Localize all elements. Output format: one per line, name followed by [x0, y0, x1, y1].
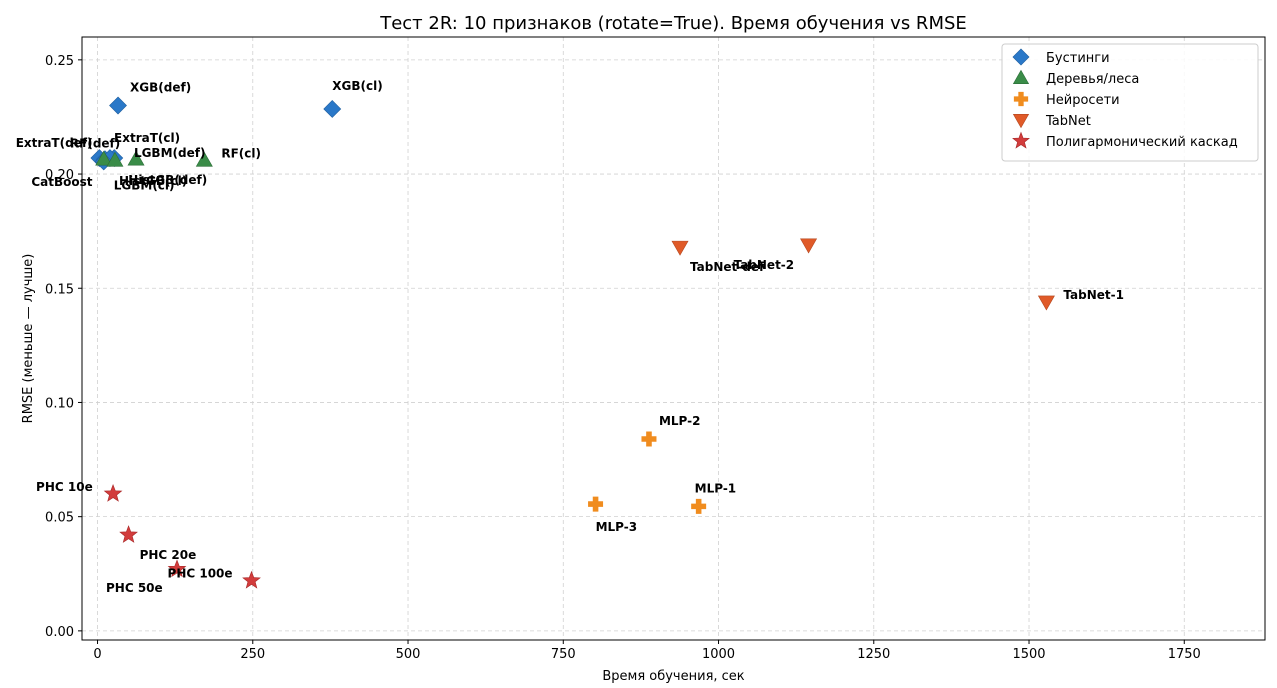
y-tick-label: 0.05 — [45, 511, 74, 526]
x-tick-label: 1500 — [1012, 647, 1045, 662]
point-label: RF(cl) — [221, 146, 261, 160]
data-points — [90, 96, 1055, 589]
y-tick-label: 0.10 — [45, 396, 74, 411]
point-label: MLP-3 — [596, 520, 638, 534]
legend-marker — [1012, 48, 1030, 66]
data-point — [103, 483, 123, 502]
y-tick-label: 0.20 — [45, 168, 74, 183]
x-tick-label: 750 — [551, 647, 576, 662]
point-label: LGBM(def) — [134, 146, 206, 160]
legend-marker — [1012, 69, 1030, 84]
data-point — [323, 100, 342, 118]
data-point — [242, 570, 261, 589]
point-labels: XGB(def) XGB(cl) CatBoost HistGB(def)HistGB… — [16, 79, 1124, 595]
axis-ticks: 0 250 500 750 1000 1250 1500 1750 0.00 0.05 0.10 0.… — [45, 54, 1201, 662]
x-axis-label: Время обучения, сек — [602, 669, 744, 684]
y-tick-label: 0.25 — [45, 54, 74, 69]
legend-marker — [1012, 131, 1030, 149]
x-tick-label: 1250 — [857, 647, 890, 662]
point-label: MLP-2 — [659, 414, 701, 428]
point-label: PHC 10e — [36, 480, 93, 494]
legend-entry: Деревья/леса — [1046, 72, 1139, 87]
legend-marker — [1013, 91, 1029, 107]
point-label: HistGB(def) — [128, 173, 207, 187]
point-label: LGBM(cl) — [114, 178, 175, 192]
x-tick-label: 0 — [93, 647, 101, 662]
data-point — [1037, 295, 1055, 311]
y-tick-label: 0.15 — [45, 282, 74, 297]
data-point — [127, 150, 145, 166]
point-label: XGB(cl) — [332, 79, 382, 93]
data-point — [95, 150, 113, 166]
y-axis-label: RMSE (меньше — лучше) — [21, 254, 36, 424]
data-point — [167, 559, 187, 578]
legend-entry: TabNet — [1045, 114, 1091, 129]
data-point — [119, 525, 138, 543]
point-label: TabNet-def — [690, 260, 765, 274]
y-tick-label: 0.00 — [45, 625, 74, 640]
x-tick-label: 250 — [240, 647, 265, 662]
data-point — [671, 240, 689, 256]
data-point — [641, 431, 657, 447]
point-label: PHC 100e — [168, 567, 233, 581]
point-label: ExtraT(cl) — [114, 131, 180, 145]
point-label: XGB(def) — [130, 81, 191, 95]
legend: Бустинги Деревья/леса Нейросети TabNet Полиг… — [1001, 43, 1259, 162]
point-label: TabNet-1 — [1063, 288, 1124, 302]
legend-box — [1001, 43, 1259, 162]
point-label: RF(def) — [70, 136, 120, 150]
legend-entry: Бустинги — [1046, 51, 1110, 66]
data-point — [106, 151, 124, 167]
point-label: ExtraT(def) — [16, 136, 93, 150]
data-point — [195, 151, 213, 167]
plot-frame — [81, 36, 1266, 641]
point-label: CatBoost — [31, 175, 92, 189]
data-point — [691, 498, 707, 514]
grid — [82, 37, 1265, 640]
legend-entry: Нейросети — [1046, 93, 1120, 108]
point-label: PHC 50e — [106, 581, 163, 595]
legend-marker — [1012, 114, 1030, 129]
data-point — [800, 238, 818, 254]
x-tick-label: 1750 — [1168, 647, 1201, 662]
point-label: MLP-1 — [695, 481, 737, 495]
data-point — [109, 96, 127, 115]
x-tick-label: 500 — [396, 647, 421, 662]
point-label: HistGB(cl) — [119, 174, 187, 188]
point-label: PHC 20e — [140, 548, 197, 562]
data-point — [588, 496, 604, 512]
legend-entry: Полигармонический каскад — [1046, 135, 1238, 150]
chart-title: Тест 2R: 10 признаков (rotate=True). Вре… — [379, 13, 967, 34]
x-tick-label: 1000 — [702, 647, 735, 662]
point-label: TabNet-2 — [734, 258, 795, 272]
